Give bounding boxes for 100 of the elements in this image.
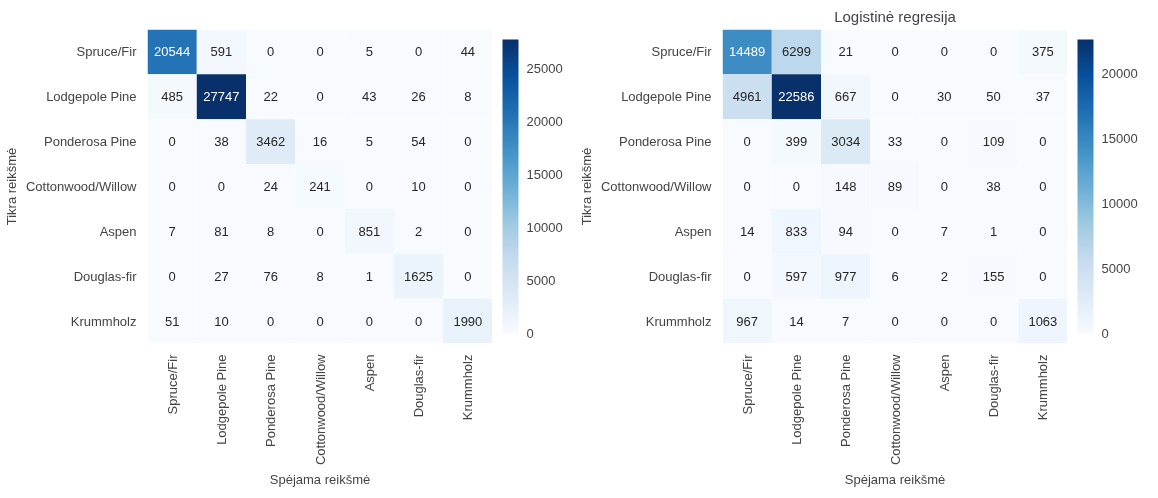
- x-tick-label: Lodgepole Pine: [788, 354, 804, 445]
- y-tick-label: Cottonwood/Willow: [25, 179, 138, 194]
- data-label: 0: [989, 313, 998, 329]
- y-axis-title: Tikra reikšmė: [3, 147, 19, 226]
- data-label: 0: [891, 44, 899, 60]
- color-bar-label: 20000: [1101, 65, 1138, 81]
- x-tick-label: Ponderosa Pine: [838, 354, 854, 448]
- y-tick-label: Spruce/Fir: [76, 44, 138, 60]
- color-bar-label: 10000: [526, 220, 563, 236]
- x-tick-label: Douglas-fir: [986, 353, 1002, 418]
- data-label: 0: [743, 134, 751, 150]
- data-label: 24: [263, 179, 278, 194]
- y-tick-label: Spruce/Fir: [651, 44, 713, 60]
- data-label: 0: [464, 268, 472, 284]
- data-label: 0: [940, 313, 948, 329]
- data-label: 399: [785, 134, 808, 150]
- y-tick-label: Krummholz: [645, 313, 712, 329]
- data-label: 1990: [453, 313, 483, 329]
- data-label: 33: [887, 134, 903, 150]
- data-label: 833: [785, 223, 808, 239]
- color-bar-label: 15000: [1101, 130, 1138, 146]
- data-label: 109: [982, 134, 1005, 150]
- y-tick-label: Douglas-fir: [648, 268, 713, 284]
- data-label: 0: [365, 313, 373, 329]
- data-label: 10: [411, 179, 426, 194]
- y-axis-title: Tikra reikšmė: [578, 147, 594, 226]
- data-label: 0: [168, 134, 176, 150]
- data-label: 0: [365, 179, 373, 194]
- y-tick-label: Lodgepole Pine: [621, 89, 712, 105]
- data-label: 8: [267, 223, 275, 239]
- data-label: 3034: [831, 134, 861, 150]
- color-bar-label: 0: [526, 326, 534, 341]
- data-label: 2: [414, 223, 423, 239]
- data-label: 16: [312, 134, 328, 150]
- data-label: 7: [842, 313, 850, 329]
- data-label: 1625: [404, 268, 434, 284]
- data-label: 51: [164, 313, 180, 329]
- y-tick-label: Krummholz: [70, 313, 137, 329]
- data-label: 2: [940, 268, 948, 284]
- data-label: 0: [168, 268, 176, 284]
- data-label: 148: [834, 179, 857, 194]
- data-label: 76: [263, 268, 278, 284]
- data-label: 0: [1039, 134, 1047, 150]
- data-label: 20544: [154, 44, 191, 60]
- data-label: 50: [986, 89, 1001, 105]
- x-axis-title: Spėjama reikšmė: [844, 472, 946, 488]
- data-label: 0: [316, 313, 324, 329]
- data-label: 27: [214, 268, 229, 284]
- data-label: 0: [989, 44, 998, 60]
- chart-title: Logistinė regresija: [834, 7, 957, 25]
- data-label: 43: [362, 89, 377, 105]
- x-tick-label: Spruce/Fir: [739, 353, 755, 415]
- y-tick-label: Douglas-fir: [73, 268, 138, 284]
- data-label: 38: [986, 179, 1001, 194]
- data-label: 0: [940, 134, 948, 150]
- x-tick-label: Spruce/Fir: [164, 353, 180, 415]
- x-tick-label: Douglas-fir: [411, 353, 427, 418]
- color-bar-label: 5000: [526, 273, 556, 289]
- data-label: 21: [838, 44, 853, 60]
- x-tick-label: Lodgepole Pine: [213, 354, 229, 445]
- color-bar-label: 25000: [526, 61, 563, 77]
- data-label: 54: [411, 134, 426, 150]
- data-label: 27747: [203, 89, 240, 105]
- data-label: 30: [937, 89, 952, 105]
- data-label: 1063: [1028, 313, 1058, 329]
- data-label: 967: [736, 313, 758, 329]
- data-label: 0: [464, 179, 472, 194]
- data-label: 0: [464, 134, 472, 150]
- data-label: 0: [891, 313, 899, 329]
- data-label: 14489: [729, 44, 766, 60]
- data-label: 0: [316, 223, 324, 239]
- data-label: 0: [316, 44, 324, 60]
- data-label: 667: [834, 89, 857, 105]
- data-label: 485: [161, 89, 183, 105]
- data-label: 241: [309, 179, 331, 194]
- data-label: 0: [891, 89, 899, 105]
- data-label: 0: [792, 179, 801, 194]
- data-label: 0: [743, 179, 751, 194]
- y-tick-label: Lodgepole Pine: [46, 89, 137, 105]
- data-label: 0: [267, 313, 275, 329]
- data-label: 977: [834, 268, 857, 284]
- data-label: 0: [267, 44, 275, 60]
- data-label: 6299: [781, 44, 811, 60]
- color-bar-label: 0: [1101, 326, 1109, 341]
- data-label: 0: [316, 89, 324, 105]
- color-bar-label: 5000: [1101, 260, 1131, 276]
- data-label: 8: [316, 268, 324, 284]
- data-label: 0: [414, 44, 423, 60]
- data-label: 10: [214, 313, 229, 329]
- data-label: 597: [785, 268, 808, 284]
- y-tick-label: Cottonwood/Willow: [600, 179, 713, 194]
- color-bar-label: 20000: [526, 114, 563, 130]
- data-label: 5: [365, 44, 373, 60]
- data-label: 38: [214, 134, 229, 150]
- x-tick-label: Ponderosa Pine: [263, 354, 279, 448]
- data-label: 0: [1039, 223, 1047, 239]
- x-tick-label: Krummholz: [460, 354, 476, 421]
- color-bar-label: 15000: [526, 167, 563, 183]
- data-label: 8: [464, 89, 472, 105]
- data-label: 0: [414, 313, 423, 329]
